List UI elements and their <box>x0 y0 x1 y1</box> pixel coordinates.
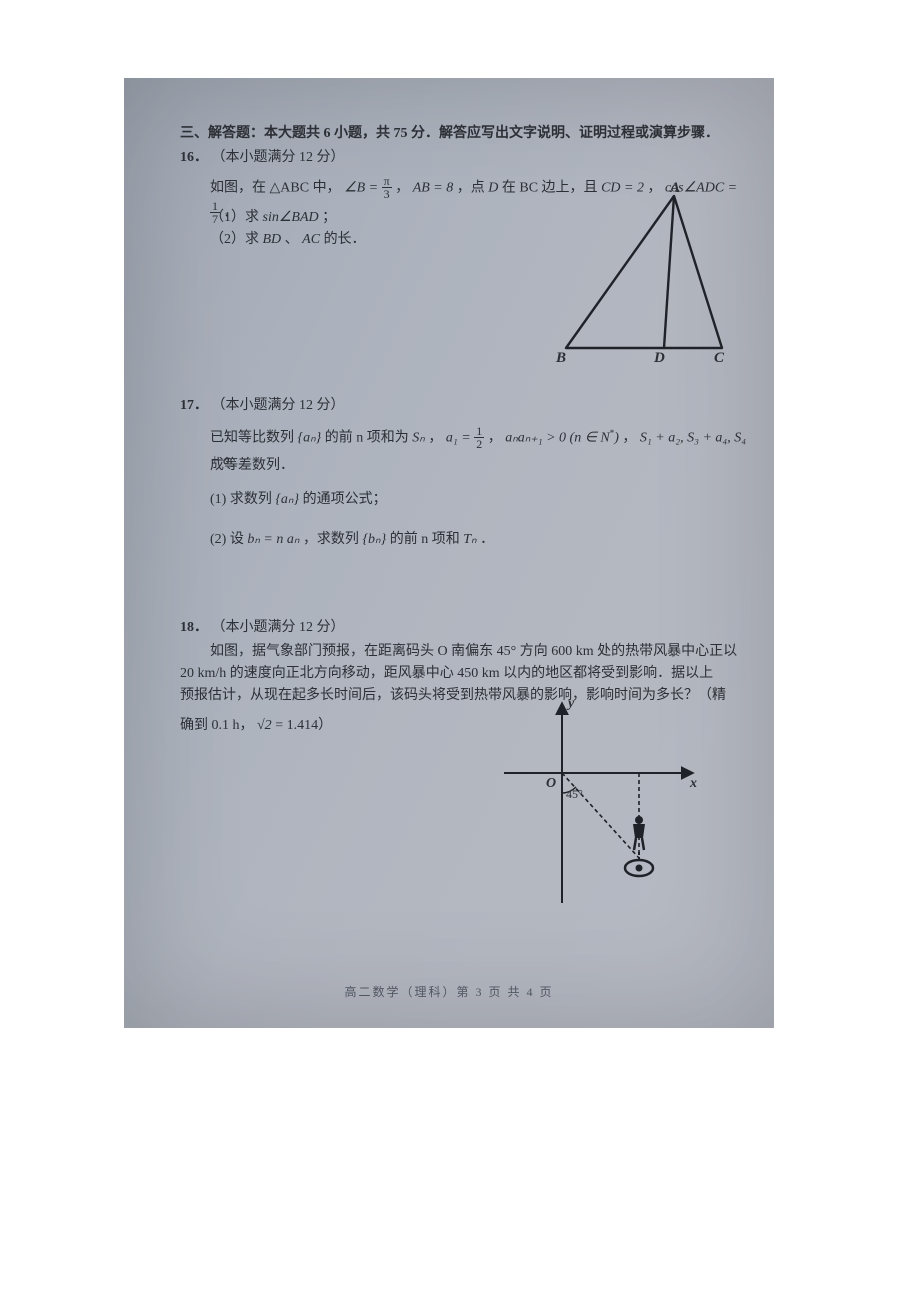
q18-number: 18． <box>180 620 208 635</box>
triangle-label-C: C <box>714 348 724 370</box>
q17-sub2: (2) 设 bₙ = n aₙ ，求数列 {bₙ} 的前 n 项和 Tₙ ． <box>210 530 494 550</box>
q16-angleB-num: π <box>382 175 392 187</box>
q16-points: （本小题满分 12 分） <box>212 150 345 165</box>
q17-s2g: ． <box>480 532 494 547</box>
triangle-svg <box>554 188 734 363</box>
q18-l4b: √2 <box>257 718 272 733</box>
q16-l1b: △ABC <box>270 181 310 196</box>
triangle-label-D: D <box>654 348 665 370</box>
q17-s1b: {aₙ} <box>275 492 299 507</box>
axes-svg <box>494 698 704 913</box>
q17-a1n: 1 <box>474 425 484 437</box>
q17-l1a: 已知等比数列 <box>210 431 294 446</box>
q17-s2e: 的前 n 项和 <box>390 532 464 547</box>
q16-AB: AB = 8 <box>413 181 454 196</box>
q16-number: 16． <box>180 150 208 165</box>
q17-s1c: 的通项公式； <box>303 492 387 507</box>
q17-s2b: bₙ = n aₙ <box>247 532 299 547</box>
q17-cond2e: ) <box>614 431 619 446</box>
q18-line1: 如图，据气象部门预报，在距离码头 O 南偏东 45° 方向 600 km 处的热… <box>210 642 750 662</box>
q17-l1e: ， <box>428 431 442 446</box>
triangle-label-B: B <box>556 348 566 370</box>
page-footer: 高二数学（理科）第 3 页 共 4 页 <box>124 983 774 1000</box>
q17-l1d: Sₙ <box>412 431 425 446</box>
q16-s1c: ； <box>322 210 336 225</box>
q18-l4c: = 1.414） <box>275 718 332 733</box>
q16-s2m: 、 <box>285 232 299 247</box>
q17-a1d: 2 <box>474 437 484 450</box>
q17-a1-frac: 1 2 <box>474 425 484 450</box>
q17-l1g: ， <box>622 431 636 446</box>
q16-s1b: sin∠BAD <box>263 210 319 225</box>
axis-label-y: y <box>568 694 574 714</box>
q18-line2: 20 km/h 的速度向正北方向移动，距风暴中心 450 km 以内的地区都将受… <box>180 664 750 684</box>
q17-number: 17． <box>180 398 208 413</box>
axis-label-x: x <box>690 774 697 794</box>
q16-angleB-lhs: ∠B = <box>344 181 378 196</box>
triangle-label-A: A <box>670 178 680 200</box>
section-header: 三、解答题：本大题共 6 小题，共 75 分．解答应写出文字说明、证明过程或演算… <box>180 124 740 144</box>
axis-label-O: O <box>546 774 556 794</box>
q16-angleB-den: 3 <box>382 187 392 200</box>
q17-cond2: aₙaₙ₊₁ > 0 (n ∈ N <box>505 431 610 446</box>
q16-sub1: （1）求 sin∠BAD ； <box>210 208 336 228</box>
q17-points: （本小题满分 12 分） <box>212 398 345 413</box>
q18-number-points: 18． （本小题满分 12 分） <box>180 618 345 638</box>
q16-l1c: 中， <box>313 181 341 196</box>
q17-stem-line2: 成等差数列． <box>210 456 294 476</box>
q16-D: D <box>488 181 502 196</box>
q18-l4a: 确到 0.1 h， <box>180 718 254 733</box>
q17-l1c: 的前 n 项和为 <box>325 431 413 446</box>
q16-s2d: 的长． <box>324 232 366 247</box>
q17-s2a: (2) 设 <box>210 532 247 547</box>
q17-number-points: 17． （本小题满分 12 分） <box>180 396 345 416</box>
q16-sub2: （2）求 BD 、 AC 的长． <box>210 230 366 250</box>
q16-c1: ， <box>395 181 409 196</box>
q16-c2: ，点 <box>457 181 485 196</box>
q16-s1a: （1）求 <box>210 210 259 225</box>
q16-figure: A B D C <box>554 188 734 363</box>
q16-s2b: BD <box>263 232 282 247</box>
q18-line4: 确到 0.1 h， √2 = 1.414） <box>180 716 332 736</box>
q16-l1a: 如图，在 <box>210 181 266 196</box>
q18-points: （本小题满分 12 分） <box>212 620 345 635</box>
q17-s2f: Tₙ <box>463 532 476 547</box>
scanned-exam-page: 三、解答题：本大题共 6 小题，共 75 分．解答应写出文字说明、证明过程或演算… <box>124 78 774 1028</box>
q17-sub1: (1) 求数列 {aₙ} 的通项公式； <box>210 490 387 510</box>
q18-figure: O x y 45° <box>494 698 704 913</box>
q16-number-points: 16． （本小题满分 12 分） <box>180 148 345 168</box>
q17-s2d: {bₙ} <box>362 532 386 547</box>
q17-s1a: (1) 求数列 <box>210 492 272 507</box>
q17-l1f: ， <box>488 431 502 446</box>
q17-a1lhs: a₁ = <box>446 431 471 446</box>
q17-s2c: ，求数列 <box>303 532 359 547</box>
q16-s2a: （2）求 <box>210 232 259 247</box>
angle-label-45: 45° <box>566 786 583 803</box>
q16-angleB-frac: π 3 <box>382 175 392 200</box>
q16-s2c: AC <box>302 232 320 247</box>
q17-l1b: {aₙ} <box>298 431 322 446</box>
